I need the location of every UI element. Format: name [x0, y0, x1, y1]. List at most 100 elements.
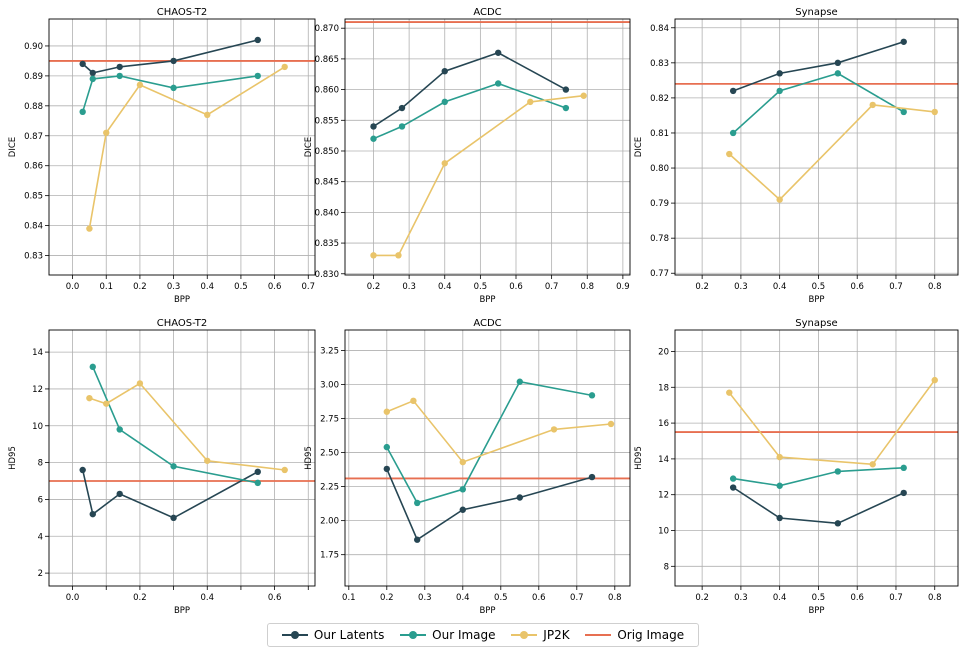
y-tick-label: 1.75 — [320, 551, 339, 561]
y-tick-label: 0.84 — [650, 24, 669, 34]
data-point-jp2k — [607, 420, 615, 428]
data-point-jp2k — [204, 111, 211, 119]
x-tick-label: 0.3 — [418, 593, 432, 603]
x-tick-label: 0.6 — [850, 282, 864, 292]
y-tick-label: 0.85 — [24, 192, 43, 202]
legend-label-image: Our Image — [432, 628, 496, 642]
y-tick-label: 0.86 — [24, 162, 43, 172]
legend-label-orig: Orig Image — [617, 628, 685, 642]
data-point-jp2k — [136, 81, 144, 89]
data-point-image — [459, 486, 466, 493]
y-tick-label: 0.835 — [315, 239, 339, 249]
y-tick-label: 0.77 — [650, 269, 669, 279]
y-tick-label: 4 — [38, 532, 43, 542]
series-line-image — [386, 380, 593, 504]
chart-panel-6: 0.2 0.3 0.4 0.5 0.6 0.7 0.8 8 10 12 14 16 18 20 Synaps… — [634, 318, 959, 616]
legend-marker — [290, 631, 299, 639]
data-point-latents — [900, 489, 907, 497]
x-axis-label: BPP — [174, 606, 190, 616]
y-tick-label: 0.83 — [650, 59, 669, 69]
y-tick-label: 18 — [658, 383, 669, 393]
x-axis-label: BPP — [808, 606, 824, 616]
x-tick-label: 0.6 — [268, 282, 282, 292]
data-point-latents — [516, 494, 523, 501]
data-point-latents — [776, 514, 783, 522]
x-axis-label: BPP — [479, 606, 495, 616]
plot-frame — [674, 18, 959, 276]
data-point-jp2k — [726, 389, 733, 396]
x-tick-label: 0.4 — [773, 593, 787, 603]
chart-panel-1: 0.0 0.1 0.2 0.3 0.4 0.5 0.6 0.7 0.83 0.84 0.85 0.86… — [8, 7, 316, 305]
data-point-image — [89, 363, 96, 371]
plot-frame — [344, 18, 631, 276]
data-point-latents — [459, 506, 466, 513]
data-point-latents — [900, 38, 907, 45]
x-tick-label: 0.3 — [402, 282, 416, 292]
x-tick-label: 0.7 — [889, 593, 903, 603]
y-tick-label: 6 — [38, 495, 43, 505]
series-line-image — [92, 366, 258, 484]
data-point-latents — [834, 520, 842, 527]
x-tick-label: 0.3 — [734, 282, 748, 292]
data-point-latents — [79, 60, 86, 68]
x-axis-label: BPP — [174, 295, 190, 305]
data-point-image — [834, 70, 842, 77]
y-tick-label: 0.81 — [650, 129, 669, 139]
y-tick-label: 2.25 — [320, 483, 339, 493]
y-axis-label: HD95 — [634, 446, 644, 470]
data-point-latents — [170, 57, 177, 65]
y-tick-label: 0.87 — [24, 132, 43, 142]
y-axis-label: DICE — [8, 137, 18, 157]
legend-label-jp2k: JP2K — [543, 628, 570, 642]
chart-title: Synapse — [795, 318, 837, 329]
data-point-jp2k — [776, 196, 783, 203]
chart-title: ACDC — [473, 318, 501, 329]
data-point-image — [254, 479, 261, 487]
data-point-latents — [370, 123, 377, 130]
data-point-jp2k — [204, 457, 211, 464]
y-tick-label: 20 — [658, 347, 669, 357]
y-tick-label: 0.860 — [315, 86, 339, 96]
x-tick-label: 0.8 — [608, 593, 622, 603]
data-point-image — [729, 475, 737, 482]
data-point-latents — [170, 514, 177, 522]
x-tick-label: 0.8 — [580, 282, 594, 292]
x-tick-label: 0.4 — [200, 282, 214, 292]
y-tick-label: 12 — [32, 385, 43, 395]
series-line-image — [733, 467, 904, 487]
y-tick-label: 2 — [38, 569, 43, 579]
y-tick-label: 0.88 — [24, 102, 43, 112]
legend-label-latents: Our Latents — [313, 628, 385, 642]
data-point-jp2k — [395, 252, 402, 259]
legend-swatch-jp2k — [511, 629, 538, 641]
x-tick-label: 0.8 — [928, 282, 942, 292]
y-tick-label: 0.830 — [315, 270, 339, 280]
data-point-jp2k — [931, 376, 938, 384]
data-point-image — [776, 87, 783, 95]
y-tick-label: 0.80 — [650, 164, 669, 174]
y-tick-label: 0.89 — [24, 72, 43, 82]
data-point-jp2k — [580, 92, 587, 99]
legend-marker — [409, 631, 418, 639]
legend-marker — [520, 631, 529, 639]
y-tick-label: 3.25 — [320, 346, 339, 356]
x-tick-label: 0.7 — [570, 593, 584, 603]
y-tick-label: 10 — [32, 422, 43, 432]
x-tick-label: 0.5 — [234, 282, 248, 292]
y-tick-label: 2.50 — [320, 449, 339, 459]
data-point-jp2k — [726, 150, 733, 158]
x-tick-label: 0.0 — [66, 593, 80, 603]
data-point-latents — [254, 468, 261, 476]
data-point-jp2k — [103, 400, 110, 407]
data-point-latents — [729, 87, 737, 95]
data-point-image — [900, 108, 907, 116]
data-point-jp2k — [869, 101, 876, 109]
series-line-jp2k — [373, 94, 584, 257]
plot-frame — [48, 329, 316, 587]
y-tick-label: 2.00 — [320, 517, 339, 527]
y-axis-label: HD95 — [8, 446, 18, 470]
x-tick-label: 0.0 — [66, 282, 80, 292]
data-point-image — [170, 84, 177, 92]
legend-item-image: Our Image — [400, 628, 496, 642]
